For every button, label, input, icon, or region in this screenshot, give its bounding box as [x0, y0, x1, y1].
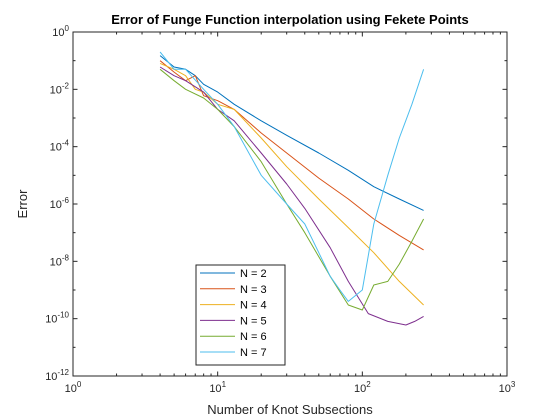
legend-label: N = 6 — [240, 331, 267, 343]
x-tick-label-base: 10 — [499, 383, 511, 395]
legend-items: N = 2 N = 3 N = 4 N = 5 N = 6 N = 7 — [200, 268, 267, 359]
x-tick-label-exponent: 3 — [511, 380, 516, 389]
y-axis-label: Error — [15, 189, 30, 219]
y-tick-label-exponent: -10 — [57, 311, 69, 320]
x-tick-label-exponent: 2 — [366, 380, 371, 389]
y-tick-label-exponent: -6 — [62, 196, 70, 205]
y-tick-label-exponent: -12 — [57, 368, 69, 377]
x-tick-label-base: 10 — [209, 383, 221, 395]
y-tick-label-exponent: -8 — [62, 253, 70, 262]
y-tick-label: 10-6 — [50, 196, 70, 211]
x-tick-label-exponent: 0 — [77, 380, 82, 389]
y-tick-label-exponent: -2 — [62, 81, 70, 90]
y-tick-label-exponent: -4 — [62, 139, 70, 148]
plot-area — [72, 31, 508, 377]
x-tick-label-base: 10 — [65, 383, 77, 395]
y-tick-label-base: 10 — [45, 314, 57, 326]
y-tick-label-base: 10 — [52, 27, 64, 39]
x-axis-label: Number of Knot Subsections — [207, 402, 373, 417]
x-tick-label: 103 — [499, 380, 516, 395]
y-tick-label-base: 10 — [50, 256, 62, 268]
y-tick-label: 100 — [52, 24, 69, 39]
legend: N = 2 N = 3 N = 4 N = 5 N = 6 N = 7 — [195, 264, 286, 366]
series-lines — [159, 51, 425, 326]
y-tick-label: 10-12 — [45, 368, 69, 383]
y-tick-label: 10-4 — [50, 139, 70, 154]
y-tick-label-base: 10 — [50, 199, 62, 211]
legend-label: N = 5 — [240, 315, 267, 327]
series-line-n7 — [159, 51, 425, 302]
series-line-n6 — [159, 68, 425, 311]
x-tick-label: 101 — [209, 380, 226, 395]
y-tick-label-base: 10 — [50, 84, 62, 96]
series-line-n5 — [159, 66, 424, 326]
y-tick-label-base: 10 — [50, 142, 62, 154]
chart-title: Error of Funge Function interpolation us… — [111, 12, 469, 27]
series-line-n3 — [159, 60, 424, 251]
y-tick-label: 10-2 — [50, 81, 70, 96]
y-tick-label: 10-8 — [50, 253, 70, 268]
legend-box — [195, 264, 286, 366]
legend-label: N = 7 — [240, 347, 267, 359]
y-tick-label-exponent: 0 — [65, 24, 70, 33]
legend-label: N = 3 — [240, 284, 267, 296]
x-tick-label-exponent: 1 — [222, 380, 227, 389]
legend-label: N = 2 — [240, 268, 267, 280]
x-tick-label: 100 — [65, 380, 82, 395]
legend-label: N = 4 — [240, 300, 267, 312]
axis-ticks: 100 101 102 10310-1210-1010-810-610-410-210… — [45, 24, 516, 395]
x-tick-label-base: 10 — [354, 383, 366, 395]
x-tick-label: 102 — [354, 380, 371, 395]
y-tick-label: 10-10 — [45, 311, 69, 326]
y-tick-label-base: 10 — [45, 371, 57, 383]
